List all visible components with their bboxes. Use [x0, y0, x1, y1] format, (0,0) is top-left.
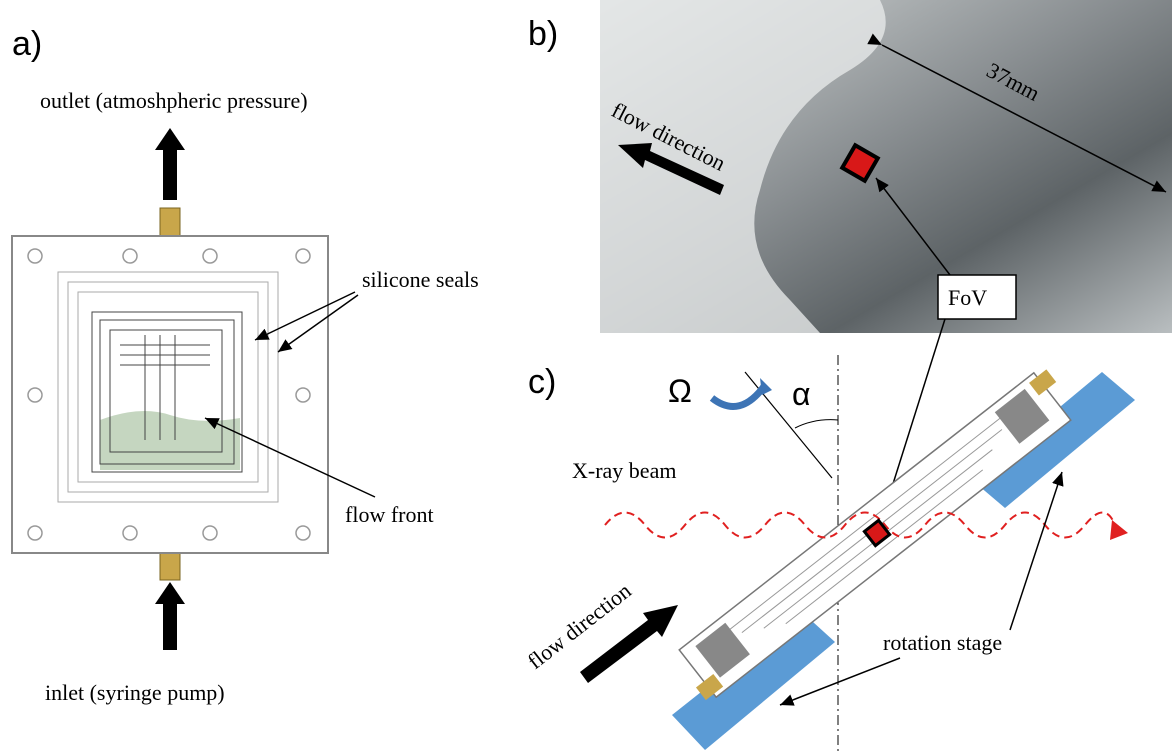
plate: [12, 236, 328, 553]
outlet-arrow: [155, 128, 185, 200]
panel-label: a): [12, 25, 42, 63]
stage-label: rotation stage: [883, 630, 1002, 655]
panel-c: c) Ω α X-ray beam flow direction rotatio…: [523, 355, 1135, 754]
inlet-arrow: [155, 582, 185, 650]
front-label: flow front: [345, 502, 434, 527]
figure: a) outlet (atmoshpheric pressure) silico…: [0, 0, 1172, 754]
connector: [160, 550, 180, 580]
alpha-label: α: [792, 376, 811, 412]
seals-label: silicone seals: [362, 267, 479, 292]
panel-a: a) outlet (atmoshpheric pressure) silico…: [12, 25, 479, 705]
outlet-label: outlet (atmoshpheric pressure): [40, 88, 308, 113]
omega-label: Ω: [668, 373, 692, 409]
rotation-arrow: [712, 385, 765, 406]
beam-label: X-ray beam: [572, 458, 676, 483]
connector: [160, 208, 180, 238]
panel-label: c): [528, 363, 556, 401]
panel-label: b): [528, 15, 558, 53]
fov-label: FoV: [948, 285, 987, 310]
inlet-label: inlet (syringe pump): [45, 680, 225, 705]
